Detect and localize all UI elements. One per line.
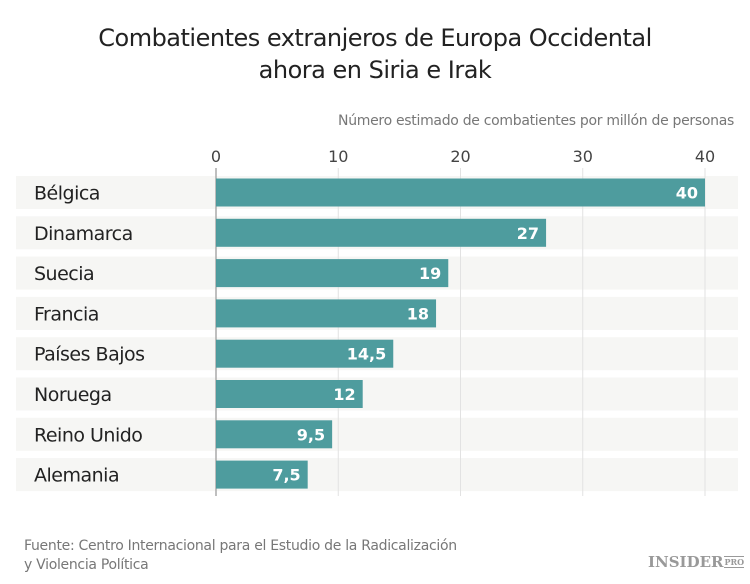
category-label: Francia <box>34 303 99 325</box>
title-line-2: ahora en Siria e Irak <box>258 56 492 84</box>
category-label: Bélgica <box>34 183 100 205</box>
bar <box>216 178 705 207</box>
bar <box>216 460 308 489</box>
data-label: 27 <box>517 224 539 243</box>
category-label: Noruega <box>34 384 112 406</box>
data-label: 40 <box>676 184 698 203</box>
data-label: 18 <box>407 304 429 323</box>
logo-suffix: PRO <box>724 556 745 568</box>
chart-title: Combatientes extranjeros de Europa Occid… <box>0 22 750 86</box>
bar <box>216 339 394 368</box>
row-band <box>16 417 738 451</box>
bar <box>216 218 547 247</box>
category-label: Países Bajos <box>34 344 145 366</box>
logo-text: INSIDER <box>648 553 724 571</box>
data-label: 14,5 <box>347 345 386 364</box>
row-band <box>16 458 738 492</box>
data-label: 19 <box>419 264 441 283</box>
data-label: 9,5 <box>297 425 325 444</box>
x-axis-label: Número estimado de combatientes por mill… <box>338 113 734 129</box>
bar <box>216 259 449 288</box>
insider-pro-logo: INSIDERPRO <box>648 553 745 571</box>
category-label: Suecia <box>34 263 94 285</box>
data-label: 7,5 <box>272 466 300 485</box>
source-note: Fuente: Centro Internacional para el Est… <box>24 537 457 575</box>
x-tick-label: 10 <box>328 147 348 166</box>
category-label: Dinamarca <box>34 223 133 245</box>
x-tick-label: 0 <box>211 147 221 166</box>
x-tick-label: 20 <box>450 147 470 166</box>
title-line-1: Combatientes extranjeros de Europa Occid… <box>98 24 652 52</box>
category-label: Alemania <box>34 465 119 487</box>
category-label: Reino Unido <box>34 424 142 446</box>
bar <box>216 299 437 328</box>
data-label: 12 <box>333 385 355 404</box>
bar <box>216 420 333 449</box>
row-band <box>16 377 738 411</box>
x-tick-label: 40 <box>695 147 715 166</box>
x-tick-label: 30 <box>573 147 593 166</box>
source-line-1: Fuente: Centro Internacional para el Est… <box>24 538 457 554</box>
source-line-2: y Violencia Política <box>24 557 149 573</box>
bar <box>216 380 363 408</box>
